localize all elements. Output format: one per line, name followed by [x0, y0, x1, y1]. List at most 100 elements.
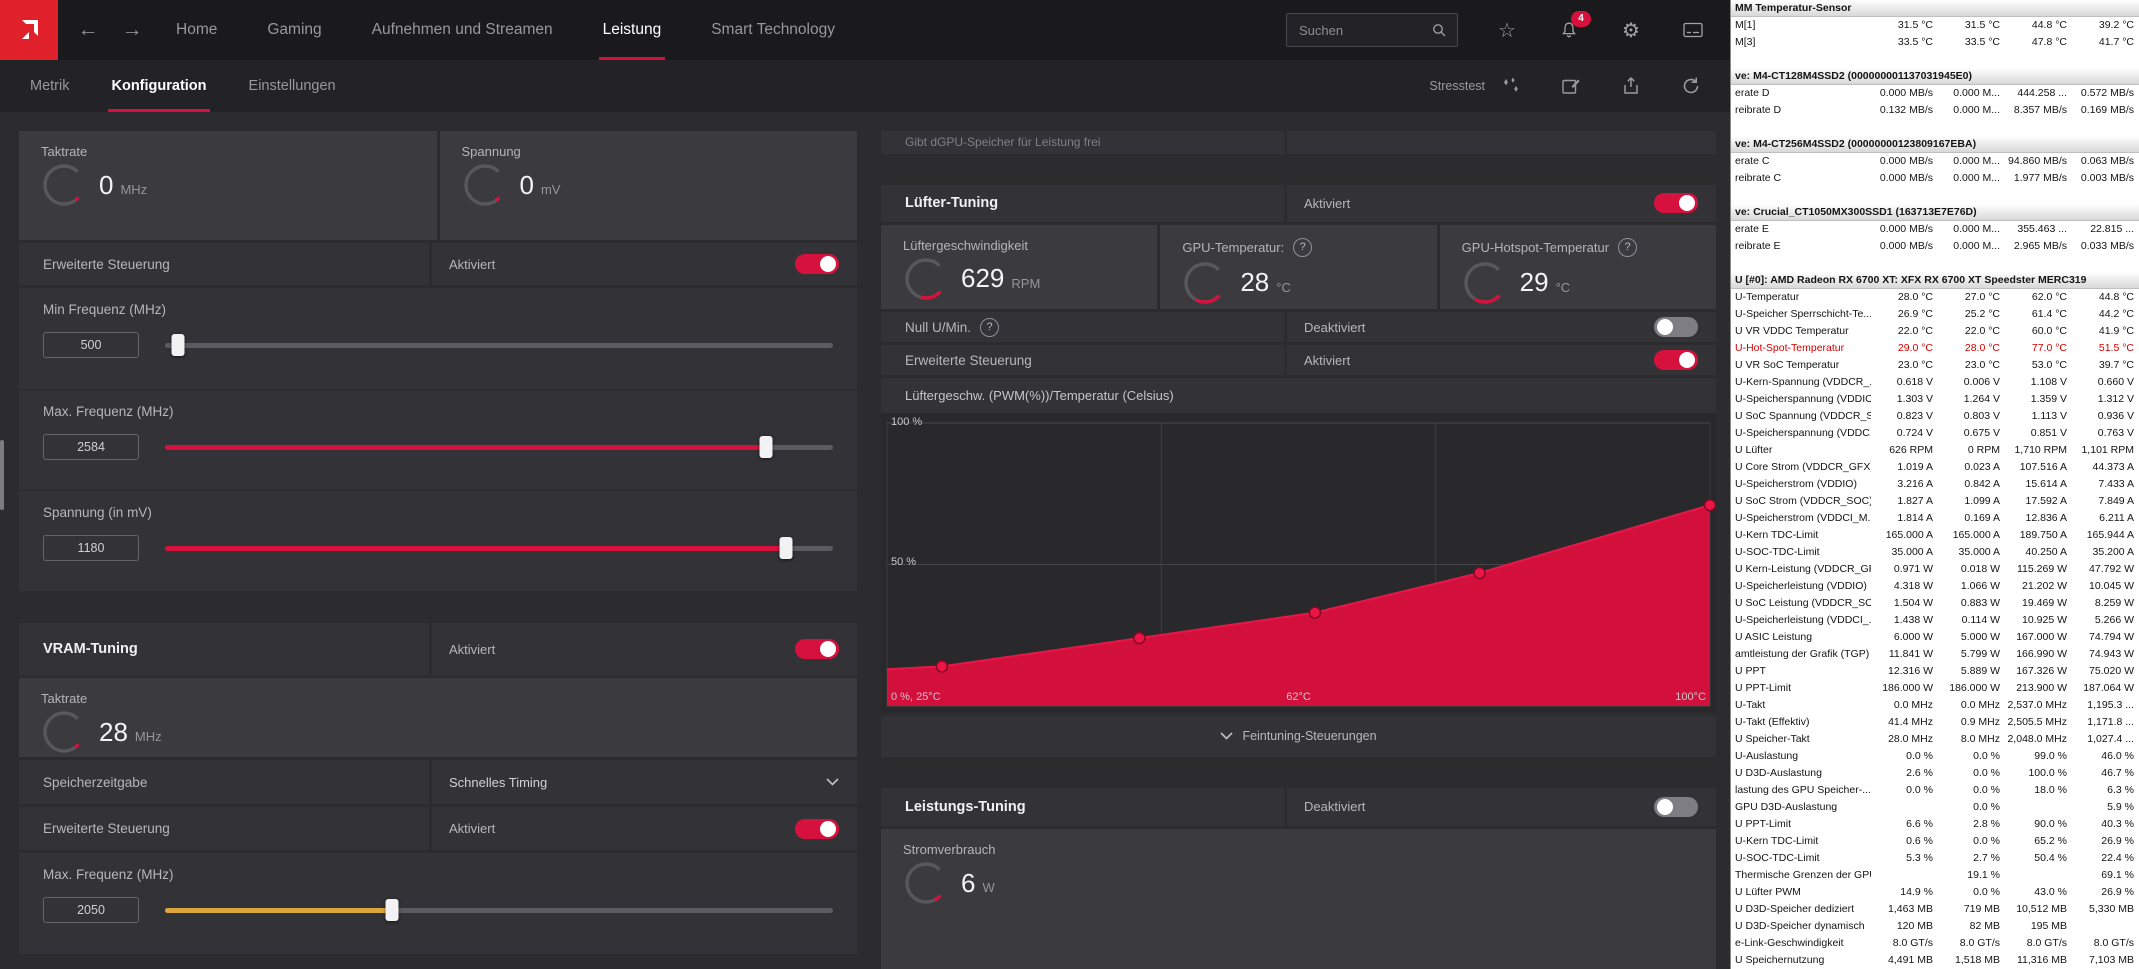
fine-tuning-expander[interactable]: Feintuning-Steuerungen [881, 715, 1716, 757]
tab-einstellungen[interactable]: Einstellungen [248, 78, 336, 94]
gpu-hotspot-help-icon[interactable]: ? [1618, 237, 1638, 257]
sensor-value: 3.216 A [1897, 478, 1933, 490]
sensor-value: 26.9 °C [1897, 308, 1933, 320]
fan-curve-point[interactable] [1473, 566, 1486, 579]
sensor-row: U-Speicherstrom (VDDIO) 3.216 A 0.842 A 15.… [1731, 476, 2139, 493]
fan-curve-point[interactable] [1308, 606, 1322, 619]
sensor-value: 5.889 W [1960, 665, 2000, 677]
amd-logo[interactable] [0, 0, 58, 60]
max-frequency-slider[interactable] [165, 436, 833, 458]
sensor-value: 74.943 W [2089, 648, 2134, 660]
nav-home[interactable]: Home [176, 21, 218, 38]
nav-record-stream[interactable]: Aufnehmen und Streamen [371, 21, 553, 38]
sensor-value: 1.827 A [1897, 495, 1933, 507]
sensor-value: 8.0 GT/s [2093, 937, 2134, 949]
stresstest-icon[interactable] [1498, 73, 1524, 99]
fan-tuning-toggle[interactable] [1654, 193, 1698, 214]
sensor-row: GPU D3D-Auslastung 0.0 % 5.9 % [1731, 799, 2139, 816]
sensor-group-header: U [#0]: AMD Radeon RX 6700 XT: XFX RX 67… [1731, 272, 2139, 289]
sensor-value: 1.066 W [1960, 580, 2000, 592]
vram-advanced-toggle[interactable] [795, 818, 839, 839]
nav-smart-technology[interactable]: Smart Technology [711, 21, 835, 38]
edit-profile-icon[interactable] [1558, 73, 1584, 99]
vram-tuning-toggle[interactable] [795, 639, 839, 659]
voltage-handle[interactable] [779, 537, 793, 559]
back-arrow-button[interactable]: ← [77, 18, 99, 41]
vram-max-frequency-handle[interactable] [385, 899, 399, 921]
sensor-value: 8.0 GT/s [2026, 937, 2067, 949]
sensor-value: 0.851 V [2030, 427, 2067, 439]
memory-timing-dropdown[interactable]: Schnelles Timing [432, 760, 857, 804]
sensor-label: U-Hot-Spot-Temperatur [1735, 342, 1845, 354]
power-draw-gauge: 6 W [903, 860, 1716, 906]
zero-rpm-help-icon[interactable]: ? [980, 317, 1000, 337]
max-frequency-block: Max. Frequenz (MHz) [19, 389, 857, 490]
y-tick-100: 100 % [891, 415, 923, 428]
forward-arrow-button[interactable]: → [121, 18, 143, 41]
favorites-star-icon[interactable]: ☆ [1498, 19, 1516, 42]
zero-rpm-toggle[interactable] [1654, 317, 1698, 338]
sensor-value: 99.0 % [2034, 750, 2067, 762]
sensor-label: U-Speicherleistung (VDDIO) [1735, 580, 1867, 592]
fan-curve-plot[interactable] [881, 413, 1717, 713]
stresstest-label[interactable]: Stresstest [1429, 79, 1485, 93]
min-frequency-slider[interactable] [165, 334, 833, 356]
sensor-value: 1,027.4 ... [2087, 733, 2134, 745]
vram-max-frequency-slider[interactable] [165, 899, 833, 921]
voltage-slider[interactable] [165, 537, 833, 559]
sensor-label: U D3D-Speicher dediziert [1735, 903, 1855, 915]
search-box[interactable] [1286, 13, 1458, 47]
sensor-row: erate D 0.000 MB/s 0.000 M... 444.258 ... 0.… [1731, 85, 2139, 102]
sensor-value: 0.003 MB/s [2080, 172, 2134, 184]
tab-metrik[interactable]: Metrik [30, 78, 70, 94]
sensor-value: 6.000 W [1893, 631, 1933, 643]
overlay-icon[interactable] [1680, 17, 1706, 43]
sensor-value: 5.3 % [1906, 852, 1933, 864]
fan-curve-chart: 100 % 50 % 0 %, 25°C 62°C 100°C [881, 412, 1717, 713]
fan-curve-point[interactable] [935, 659, 949, 673]
sensor-value: 0.883 W [1960, 597, 2000, 609]
sensor-value: 27.0 °C [1964, 291, 2000, 303]
sensor-label: U Lüfter PWM [1735, 886, 1801, 898]
min-frequency-input[interactable] [43, 332, 139, 358]
fan-curve-point[interactable] [1703, 498, 1717, 512]
amd-adrenalin-window: ← → Home Gaming Aufnehmen und Streamen L… [0, 0, 1730, 969]
nav-performance[interactable]: Leistung [598, 0, 666, 60]
sensor-value: 51.5 °C [2098, 342, 2134, 354]
scrollbar-thumb[interactable] [0, 440, 4, 510]
vram-clock-label: Taktrate [41, 691, 88, 706]
sensor-value: 12.316 W [1888, 665, 1933, 677]
sensor-value: 53.0 °C [2031, 359, 2067, 371]
sensor-label: lastung des GPU Speicher-... [1735, 784, 1871, 796]
sensor-value: 0.0 % [1973, 886, 2000, 898]
export-profile-icon[interactable] [1618, 73, 1644, 99]
sensor-label: e-Link-Geschwindigkeit [1735, 937, 1844, 949]
tab-konfiguration[interactable]: Konfiguration [108, 60, 210, 112]
sensor-value: 1,710 RPM [2014, 444, 2067, 456]
sensor-value: 165.944 A [2086, 529, 2134, 541]
gpu-advanced-toggle[interactable] [795, 254, 839, 274]
settings-gear-icon[interactable]: ⚙ [1622, 19, 1640, 42]
fan-advanced-toggle[interactable] [1654, 350, 1698, 371]
reset-icon[interactable] [1678, 73, 1704, 99]
sensor-row: U VR VDDC Temperatur 22.0 °C 22.0 °C 60.0 °… [1731, 323, 2139, 340]
sensor-value: 166.990 W [2016, 648, 2067, 660]
power-tuning-toggle[interactable] [1654, 796, 1698, 817]
vram-max-frequency-input[interactable] [43, 897, 139, 923]
sensor-label: U SoC Spannung (VDDCR_S... [1735, 410, 1871, 422]
sensor-label: U-Temperatur [1735, 291, 1800, 303]
notifications-bell-icon[interactable]: 4 [1556, 11, 1591, 43]
min-frequency-handle[interactable] [171, 334, 185, 356]
nav-gaming[interactable]: Gaming [267, 21, 322, 38]
max-frequency-input[interactable] [43, 434, 139, 460]
gpu-temp-help-icon[interactable]: ? [1293, 237, 1313, 257]
sensor-value: 0.000 MB/s [1879, 240, 1933, 252]
search-input[interactable] [1297, 21, 1431, 39]
sensor-row: M[1] 31.5 °C 31.5 °C 44.8 °C 39.2 °C [1731, 17, 2139, 34]
voltage-input[interactable] [43, 535, 139, 561]
sensor-value: 444.258 ... [2017, 87, 2067, 99]
sensor-value: 5,330 MB [2089, 903, 2134, 915]
sensor-value: 1.113 V [2031, 410, 2067, 422]
fan-curve-point[interactable] [1133, 631, 1146, 645]
max-frequency-handle[interactable] [759, 436, 773, 458]
